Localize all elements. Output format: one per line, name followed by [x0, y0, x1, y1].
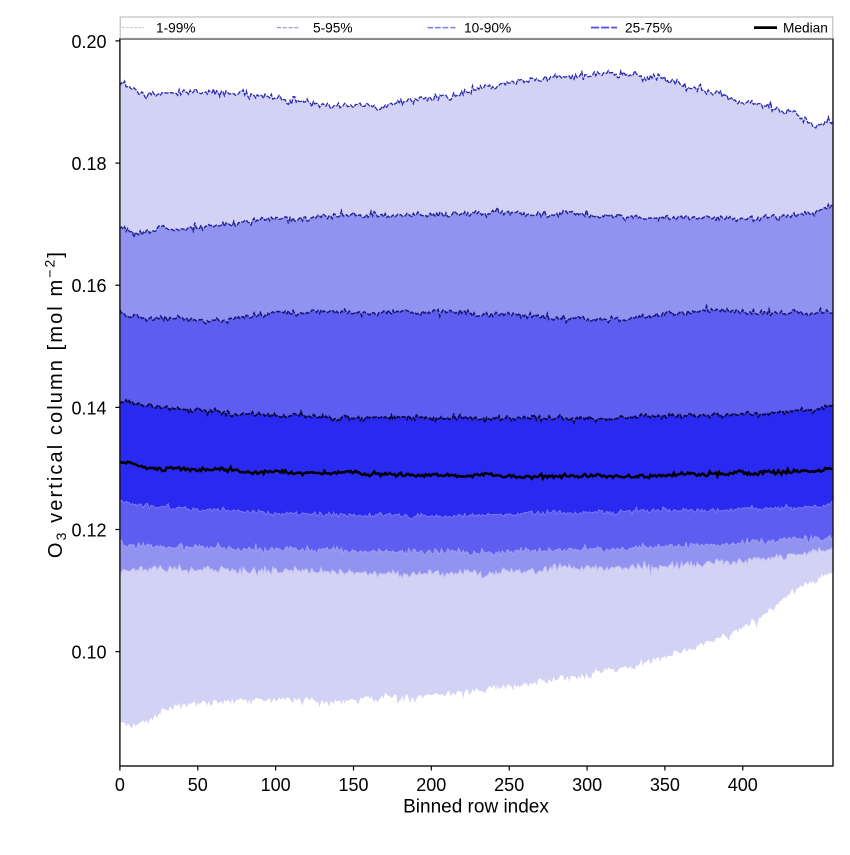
svg-text:5-95%: 5-95% [313, 20, 353, 35]
svg-text:Binned row index: Binned row index [403, 797, 549, 818]
svg-text:400: 400 [728, 775, 758, 795]
svg-text:100: 100 [261, 775, 291, 795]
svg-text:25-75%: 25-75% [625, 20, 672, 35]
svg-text:0.14: 0.14 [71, 398, 106, 418]
svg-text:10-90%: 10-90% [464, 20, 511, 35]
svg-text:0.18: 0.18 [71, 154, 106, 174]
svg-text:0.16: 0.16 [71, 276, 106, 296]
svg-text:250: 250 [494, 775, 524, 795]
svg-text:0.12: 0.12 [71, 521, 106, 541]
svg-text:200: 200 [416, 775, 446, 795]
svg-text:50: 50 [188, 775, 208, 795]
svg-text:300: 300 [572, 775, 602, 795]
svg-text:0.10: 0.10 [71, 643, 106, 663]
svg-text:350: 350 [650, 775, 680, 795]
svg-text:0.20: 0.20 [71, 32, 106, 52]
svg-text:Median: Median [783, 20, 828, 35]
svg-text:1-99%: 1-99% [156, 20, 196, 35]
svg-text:O3 vertical column [mol m−2]: O3 vertical column [mol m−2] [42, 250, 70, 558]
svg-text:0: 0 [115, 775, 125, 795]
svg-text:150: 150 [338, 775, 368, 795]
